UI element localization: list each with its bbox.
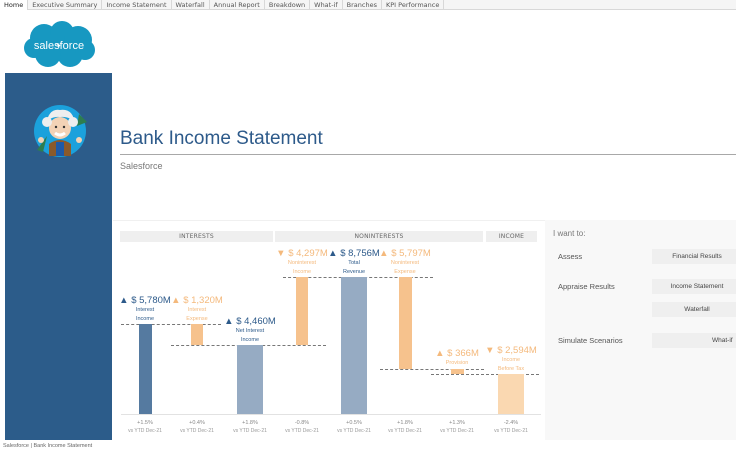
panel-heading: I want to: bbox=[553, 229, 586, 238]
bar-provision[interactable] bbox=[451, 369, 464, 374]
change-noninterest-income: -0.8% vs YTD Dec-21 bbox=[285, 420, 319, 434]
tab-what-if[interactable]: What-if bbox=[310, 0, 343, 10]
tab-home[interactable]: Home bbox=[0, 0, 29, 10]
tab-kpi-performance[interactable]: KPI Performance bbox=[382, 0, 445, 10]
einstein-avatar bbox=[29, 100, 91, 162]
label-total-revenue: ▲ $ 8,756M Total Revenue bbox=[328, 248, 380, 275]
financial-results-button[interactable]: Financial Results bbox=[652, 249, 736, 264]
label-income-before-tax: ▼ $ 2,594M Income Before Tax bbox=[485, 345, 537, 372]
label-noninterest-income: ▼ $ 4,297M Noninterest Income bbox=[276, 248, 328, 275]
cloud-logo-icon: salesforce bbox=[24, 21, 95, 67]
tab-executive-summary[interactable]: Executive Summary bbox=[28, 0, 103, 10]
sidebar-panel bbox=[5, 73, 112, 440]
connector-line bbox=[121, 324, 221, 325]
page-title: Bank Income Statement bbox=[120, 128, 323, 149]
label-interest-expense: ▲ $ 1,320M Interest Expense bbox=[171, 295, 223, 322]
label-interest-income: ▲ $ 5,780M Interest Income bbox=[119, 295, 171, 322]
label-appraise-results: Appraise Results bbox=[558, 282, 615, 291]
waterfall-button[interactable]: Waterfall bbox=[652, 302, 736, 317]
change-noninterest-expense: +1.8% vs YTD Dec-21 bbox=[388, 420, 422, 434]
tab-breakdown[interactable]: Breakdown bbox=[265, 0, 311, 10]
what-if-button[interactable]: What-if bbox=[652, 333, 736, 348]
tab-bar: Home Executive Summary Income Statement … bbox=[0, 0, 736, 10]
bar-net-interest-income[interactable] bbox=[237, 345, 263, 414]
svg-text:salesforce: salesforce bbox=[34, 40, 84, 52]
bar-noninterest-income[interactable] bbox=[296, 277, 308, 345]
tab-annual-report[interactable]: Annual Report bbox=[210, 0, 265, 10]
label-net-interest-income: ▲ $ 4,460M Net Interest Income bbox=[224, 316, 276, 343]
group-header-interests: INTERESTS bbox=[120, 231, 273, 242]
income-statement-button[interactable]: Income Statement bbox=[652, 279, 736, 294]
connector-line bbox=[431, 374, 539, 375]
group-header-noninterests: NONINTERESTS bbox=[275, 231, 483, 242]
label-assess: Assess bbox=[558, 252, 583, 261]
page-subtitle: Salesforce bbox=[120, 161, 163, 171]
change-provision: +1.3% vs YTD Dec-21 bbox=[440, 420, 474, 434]
navigation-panel: I want to: Assess Financial Results Appr… bbox=[545, 220, 736, 440]
bar-interest-expense[interactable] bbox=[191, 324, 203, 345]
change-net-interest-income: +1.8% vs YTD Dec-21 bbox=[233, 420, 267, 434]
salesforce-logo: salesforce bbox=[22, 20, 96, 72]
change-interest-expense: +0.4% vs YTD Dec-21 bbox=[180, 420, 214, 434]
label-noninterest-expense: ▲ $ 5,797M Noninterest Expense bbox=[379, 248, 431, 275]
bar-total-revenue[interactable] bbox=[341, 277, 367, 414]
tab-branches[interactable]: Branches bbox=[343, 0, 382, 10]
bar-noninterest-expense[interactable] bbox=[399, 277, 412, 369]
group-header-income: INCOME bbox=[486, 231, 537, 242]
footer-caption: Salesforce | Bank Income Statement bbox=[3, 443, 93, 449]
change-income-before-tax: -2.4% vs YTD Dec-21 bbox=[494, 420, 528, 434]
x-axis-line bbox=[121, 414, 541, 415]
tab-waterfall[interactable]: Waterfall bbox=[172, 0, 210, 10]
bar-interest-income[interactable] bbox=[139, 324, 152, 414]
title-divider bbox=[120, 154, 736, 155]
label-simulate-scenarios: Simulate Scenarios bbox=[558, 336, 623, 345]
waterfall-chart: INTERESTS NONINTERESTS INCOME ▲ $ 5,780M… bbox=[113, 220, 545, 440]
change-total-revenue: +0.5% vs YTD Dec-21 bbox=[337, 420, 371, 434]
bar-income-before-tax[interactable] bbox=[498, 374, 524, 414]
tab-income-statement[interactable]: Income Statement bbox=[102, 0, 172, 10]
label-provision: ▲ $ 366M Provision bbox=[435, 348, 479, 366]
connector-line bbox=[380, 369, 484, 370]
change-interest-income: +1.5% vs YTD Dec-21 bbox=[128, 420, 162, 434]
